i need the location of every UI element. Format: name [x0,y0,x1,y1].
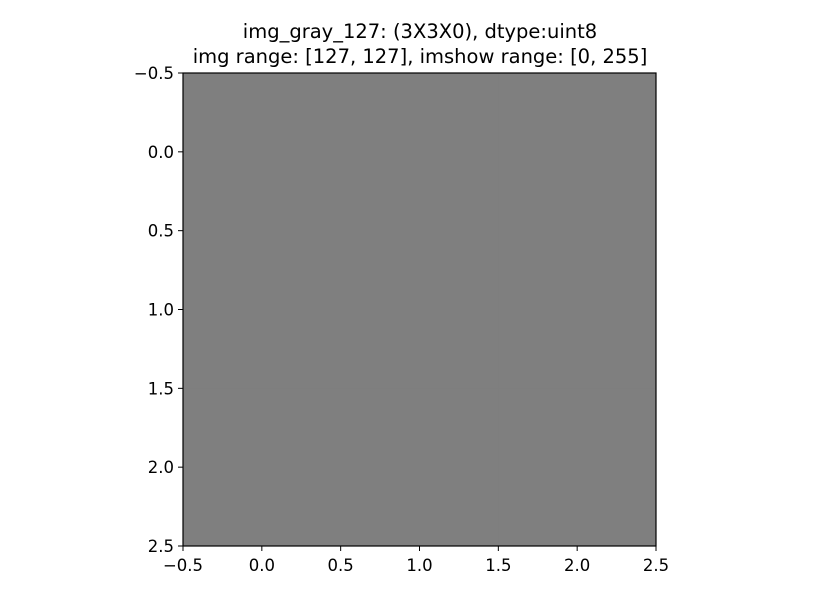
pixel-cell-r1-c0 [183,230,342,389]
y-tick-label: 0.0 [148,143,174,162]
pixel-cell-r0-c2 [498,73,657,232]
x-tick-label: −0.5 [163,556,203,575]
image-area [183,73,657,547]
x-tick-label: 2.5 [643,556,669,575]
y-tick-label: 1.0 [148,301,174,320]
x-tick-label: 0.0 [249,556,275,575]
y-tick-label: 2.5 [148,537,174,556]
pixel-cell-r2-c0 [183,388,342,547]
pixel-cell-r0-c0 [183,73,342,232]
x-tick-label: 2.0 [564,556,590,575]
y-tick-label: 0.5 [148,222,174,241]
y-tick-label: 1.5 [148,379,174,398]
x-tick-label: 0.5 [328,556,354,575]
pixel-cell-r1-c2 [498,230,657,389]
y-tick-label: −0.5 [134,64,174,83]
pixel-cell-r1-c1 [340,230,499,389]
pixel-cell-r0-c1 [340,73,499,232]
chart-title-line-2: img range: [127, 127], imshow range: [0,… [193,45,648,68]
x-axis: −0.5 0.0 0.5 1.0 1.5 2.0 2.5 [163,546,669,575]
chart-title-line-1: img_gray_127: (3X3X0), dtype:uint8 [243,20,597,43]
pixel-cell-r2-c2 [498,388,657,547]
x-tick-label: 1.0 [406,556,432,575]
x-tick-label: 1.5 [485,556,511,575]
pixel-cell-r2-c1 [340,388,499,547]
y-axis: −0.5 0.0 0.5 1.0 1.5 2.0 2.5 [134,64,183,556]
y-tick-label: 2.0 [148,458,174,477]
